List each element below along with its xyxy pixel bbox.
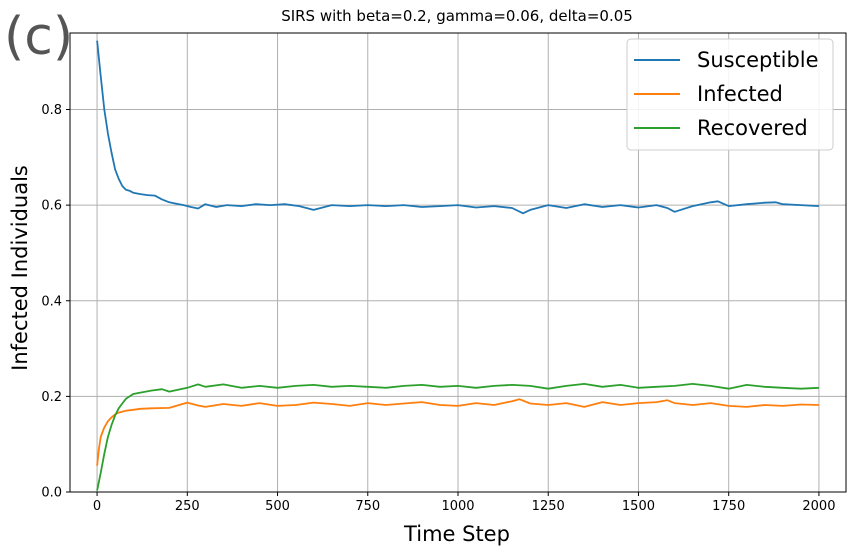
x-tick-label: 1750 [712,499,745,514]
legend-label-susceptible: Susceptible [697,48,819,72]
series-lines [96,40,819,491]
y-tick-label: 0.0 [41,486,62,501]
y-tick-label: 0.2 [41,390,62,405]
y-axis-label: Infected Individuals [8,165,32,371]
panel-label: (c) [4,7,73,67]
y-tick-label: 0.8 [41,103,62,118]
chart-title: SIRS with beta=0.2, gamma=0.06, delta=0.… [281,7,633,25]
series-line-susceptible [96,40,819,215]
x-axis-label: Time Step [403,522,510,546]
series-line-recovered [96,382,819,491]
legend-box [626,38,834,151]
x-tick-label: 1000 [441,499,474,514]
x-tick-label: 0 [93,499,101,514]
legend-label-infected: Infected [697,82,783,106]
y-tick-label: 0.4 [41,294,62,309]
legend: Susceptible Infected Recovered [626,38,834,151]
series-line-infected [96,398,819,466]
legend-label-recovered: Recovered [697,116,808,140]
x-tick-label: 500 [265,499,290,514]
x-tick-label: 750 [355,499,380,514]
x-tick-label: 250 [175,499,200,514]
axis-ticks: 0 250 500 750 1000 1250 1500 1750 2000 0.0 0.2 0.4 0… [41,103,835,514]
x-tick-label: 2000 [802,499,835,514]
x-tick-label: 1250 [532,499,565,514]
x-tick-label: 1500 [622,499,655,514]
y-tick-label: 0.6 [41,199,62,214]
